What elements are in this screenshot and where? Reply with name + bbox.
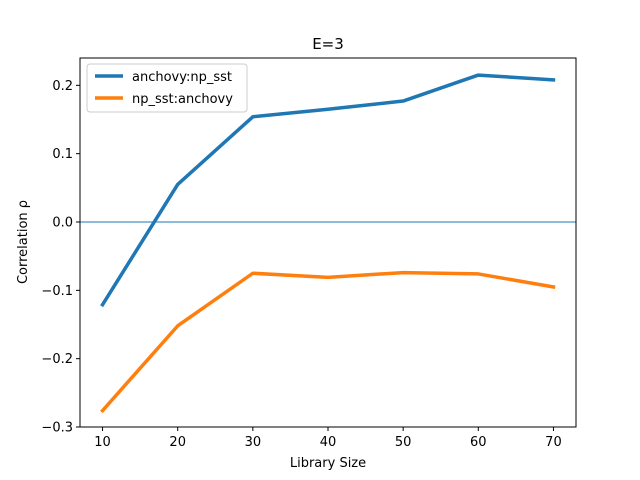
x-tick-label: 70 <box>545 435 562 450</box>
x-tick-label: 30 <box>245 435 262 450</box>
y-tick-label: 0.2 <box>52 79 73 94</box>
x-tick-label: 50 <box>395 435 412 450</box>
y-tick-label: −0.3 <box>41 421 73 436</box>
legend-label-0: anchovy:np_sst <box>132 70 232 85</box>
plot-area: 10 20 30 40 50 60 70 −0.3 −0.2 −0.1 0.0 0.1 0.2 ancho… <box>41 57 577 450</box>
x-tick-label: 10 <box>94 435 111 450</box>
legend-label-1: np_sst:anchovy <box>132 92 233 107</box>
legend-box <box>86 63 248 113</box>
y-tick-label: −0.1 <box>41 284 73 299</box>
series-line-1 <box>100 270 556 414</box>
axes-frame <box>79 57 577 428</box>
y-tick-label: 0.0 <box>52 216 73 231</box>
y-tick-label: 0.1 <box>52 147 73 162</box>
x-axis-label: Library Size <box>290 456 366 471</box>
series-line-0 <box>100 73 556 308</box>
y-tick-label: −0.2 <box>41 352 73 367</box>
x-tick-label: 60 <box>470 435 487 450</box>
y-axis-label: Correlation ρ <box>16 200 31 284</box>
x-tick-label: 20 <box>169 435 186 450</box>
x-tick-label: 40 <box>320 435 337 450</box>
chart-title: E=3 <box>312 35 344 53</box>
